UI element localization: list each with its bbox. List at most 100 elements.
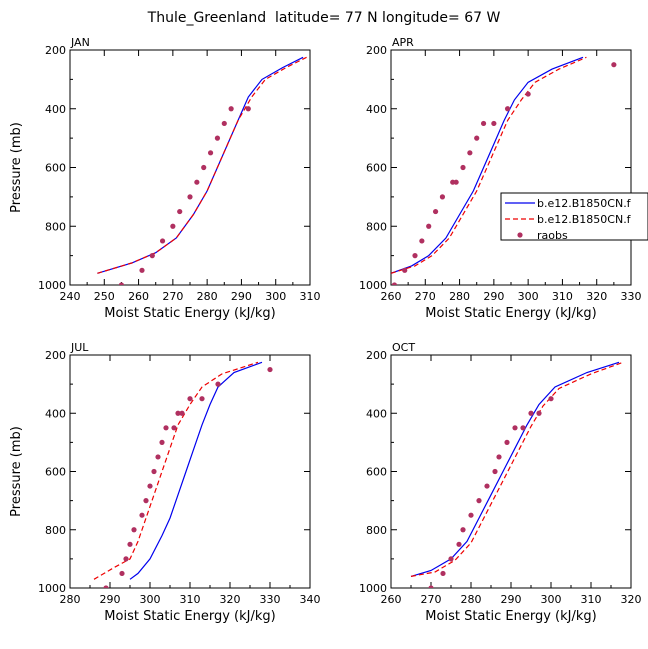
raobs-point [492, 468, 498, 475]
raobs-point [391, 282, 398, 285]
raobs-point [221, 120, 227, 127]
y-tick-label: 800 [366, 524, 387, 537]
x-tick-label: 240 [60, 290, 81, 303]
raobs-point [151, 468, 157, 475]
y-tick-label: 800 [45, 220, 66, 233]
legend: b.e12.B1850CN.f b.e12.B1850CN.f raobs [500, 192, 648, 242]
raobs-point [491, 120, 497, 127]
x-tick-label: 300 [518, 290, 539, 303]
panel-label: JUL [70, 341, 89, 354]
x-tick-label: 260 [128, 290, 149, 303]
raobs-point [123, 556, 129, 562]
panel-label: OCT [392, 341, 415, 354]
raobs-point [103, 585, 109, 588]
raobs-point [484, 483, 490, 489]
raobs-point [528, 410, 534, 416]
y-tick-label: 600 [366, 466, 387, 479]
x-tick-label: 260 [381, 290, 402, 303]
plot-area [93, 361, 273, 588]
y-axis-label: Pressure (mb) [9, 122, 24, 213]
raobs-point [474, 135, 480, 141]
x-tick-label: 260 [381, 593, 402, 606]
raobs-point [149, 253, 155, 259]
x-tick-label: 310 [581, 593, 602, 606]
raobs-point [439, 194, 446, 200]
series-line-model1 [410, 361, 620, 577]
raobs-point [536, 410, 542, 416]
raobs-point [170, 223, 176, 229]
x-tick-label: 310 [300, 290, 321, 303]
x-tick-label: 320 [621, 593, 642, 606]
x-tick-label: 320 [586, 290, 607, 303]
plot-frame [390, 49, 632, 286]
raobs-point [245, 106, 251, 112]
raobs-point [187, 396, 193, 402]
raobs-point [460, 164, 466, 171]
y-tick-label: 400 [45, 407, 66, 420]
raobs-point [460, 527, 466, 533]
raobs-point [118, 282, 125, 285]
x-tick-label: 330 [621, 290, 642, 303]
plot-frame [390, 354, 632, 589]
raobs-point [119, 570, 125, 577]
x-tick-label: 280 [449, 290, 470, 303]
y-tick-label: 200 [366, 44, 387, 57]
raobs-point [147, 483, 153, 489]
x-tick-label: 290 [501, 593, 522, 606]
raobs-point [131, 527, 137, 533]
series-line-model2 [410, 361, 624, 577]
panel-jul: JUL 280 290 300 310 320 330 340 1000 800 600 400 200… [9, 341, 321, 624]
raobs-point [177, 208, 183, 215]
figure-title: Thule_Greenland latitude= 77 N longitude… [147, 10, 501, 26]
x-axis-label: Moist Static Energy (kJ/kg) [104, 306, 275, 321]
y-tick-label: 800 [366, 220, 387, 233]
series-line-model1 [129, 361, 263, 580]
raobs-point [611, 62, 617, 68]
raobs-point [432, 208, 439, 215]
x-tick-label: 300 [541, 593, 562, 606]
legend-label: b.e12.B1850CN.f [537, 213, 632, 226]
x-tick-label: 300 [265, 290, 286, 303]
plot-area [97, 56, 307, 285]
raobs-point [175, 410, 181, 416]
series-line-model2 [93, 361, 259, 580]
panels: JAN 240 250 260 270 280 290 300 310 1000 800 600 400… [9, 36, 642, 624]
y-tick-label: 200 [45, 349, 66, 362]
x-tick-label: 320 [220, 593, 241, 606]
series-line-model1 [391, 56, 584, 274]
x-tick-label: 270 [421, 593, 442, 606]
panel-label: JAN [70, 36, 90, 49]
raobs-point [440, 570, 446, 577]
raobs-point [267, 366, 273, 373]
raobs-point [456, 541, 462, 547]
raobs-point [171, 425, 177, 431]
x-tick-label: 250 [94, 290, 115, 303]
x-tick-label: 270 [415, 290, 436, 303]
plot-frame [69, 49, 311, 286]
y-tick-label: 1000 [359, 582, 387, 595]
raobs-point [525, 91, 531, 97]
series-line-model2 [97, 56, 307, 274]
raobs-point [214, 135, 221, 141]
x-axis-label: Moist Static Energy (kJ/kg) [425, 306, 596, 321]
raobs-point [426, 223, 432, 229]
raobs-point [520, 425, 526, 431]
raobs-point [448, 556, 454, 562]
raobs-point [468, 512, 474, 518]
raobs-point [548, 396, 554, 402]
raobs-point [187, 194, 193, 200]
x-tick-label: 310 [552, 290, 573, 303]
raobs-point [201, 164, 207, 171]
x-tick-label: 330 [260, 593, 281, 606]
x-tick-label: 280 [197, 290, 218, 303]
x-tick-label: 290 [231, 290, 252, 303]
raobs-point [159, 439, 165, 445]
y-tick-label: 1000 [359, 279, 387, 292]
raobs-point [496, 454, 502, 460]
raobs-point [412, 253, 418, 259]
raobs-point [428, 585, 434, 588]
raobs-point [504, 106, 511, 112]
x-tick-label: 290 [483, 290, 504, 303]
y-tick-label: 400 [366, 103, 387, 116]
y-tick-label: 1000 [38, 279, 66, 292]
